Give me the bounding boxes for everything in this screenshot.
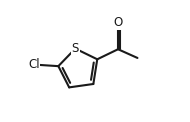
Text: S: S (72, 42, 79, 55)
Text: Cl: Cl (28, 58, 40, 71)
Text: O: O (113, 16, 123, 29)
